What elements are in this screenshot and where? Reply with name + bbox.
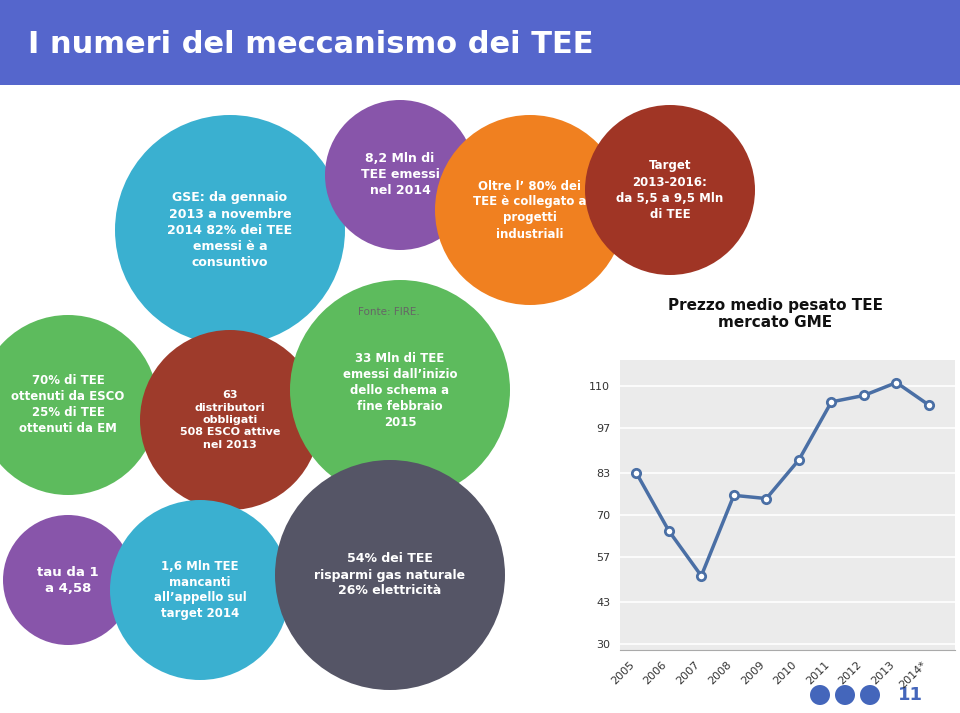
Circle shape — [835, 685, 855, 705]
Bar — [0, 0, 960, 85]
Circle shape — [3, 515, 133, 645]
Circle shape — [0, 315, 158, 495]
Circle shape — [290, 280, 510, 500]
Circle shape — [585, 105, 755, 275]
Text: 54% dei TEE
risparmi gas naturale
26% elettricità: 54% dei TEE risparmi gas naturale 26% el… — [315, 553, 466, 597]
Text: GSE: da gennaio
2013 a novembre
2014 82% dei TEE
emessi è a
consuntivo: GSE: da gennaio 2013 a novembre 2014 82%… — [167, 192, 293, 269]
Text: Prezzo medio pesato TEE
mercato GME: Prezzo medio pesato TEE mercato GME — [667, 297, 882, 330]
Circle shape — [810, 685, 830, 705]
Text: 8,2 Mln di
TEE emessi
nel 2014: 8,2 Mln di TEE emessi nel 2014 — [361, 153, 440, 198]
Circle shape — [325, 100, 475, 250]
Circle shape — [435, 115, 625, 305]
Circle shape — [860, 685, 880, 705]
Circle shape — [110, 500, 290, 680]
Text: 1,6 Mln TEE
mancanti
all’appello sul
target 2014: 1,6 Mln TEE mancanti all’appello sul tar… — [154, 560, 247, 620]
Text: 11: 11 — [898, 686, 923, 704]
Text: tau da 1
a 4,58: tau da 1 a 4,58 — [37, 565, 99, 595]
Text: I numeri del meccanismo dei TEE: I numeri del meccanismo dei TEE — [28, 30, 593, 58]
Text: 70% di TEE
ottenuti da ESCO
25% di TEE
ottenuti da EM: 70% di TEE ottenuti da ESCO 25% di TEE o… — [12, 374, 125, 436]
Circle shape — [115, 115, 345, 345]
Text: Oltre l’ 80% dei
TEE è collegato a
progetti
industriali: Oltre l’ 80% dei TEE è collegato a proge… — [473, 180, 587, 240]
Text: Target
2013-2016:
da 5,5 a 9,5 Mln
di TEE: Target 2013-2016: da 5,5 a 9,5 Mln di TE… — [616, 160, 724, 220]
Circle shape — [275, 460, 505, 690]
Text: 33 Mln di TEE
emessi dall’inizio
dello schema a
fine febbraio
2015: 33 Mln di TEE emessi dall’inizio dello s… — [343, 352, 457, 429]
Circle shape — [140, 330, 320, 510]
Text: Fonte: FIRE.: Fonte: FIRE. — [358, 307, 420, 317]
Text: 63
distributori
obbligati
508 ESCO attive
nel 2013: 63 distributori obbligati 508 ESCO attiv… — [180, 390, 280, 450]
